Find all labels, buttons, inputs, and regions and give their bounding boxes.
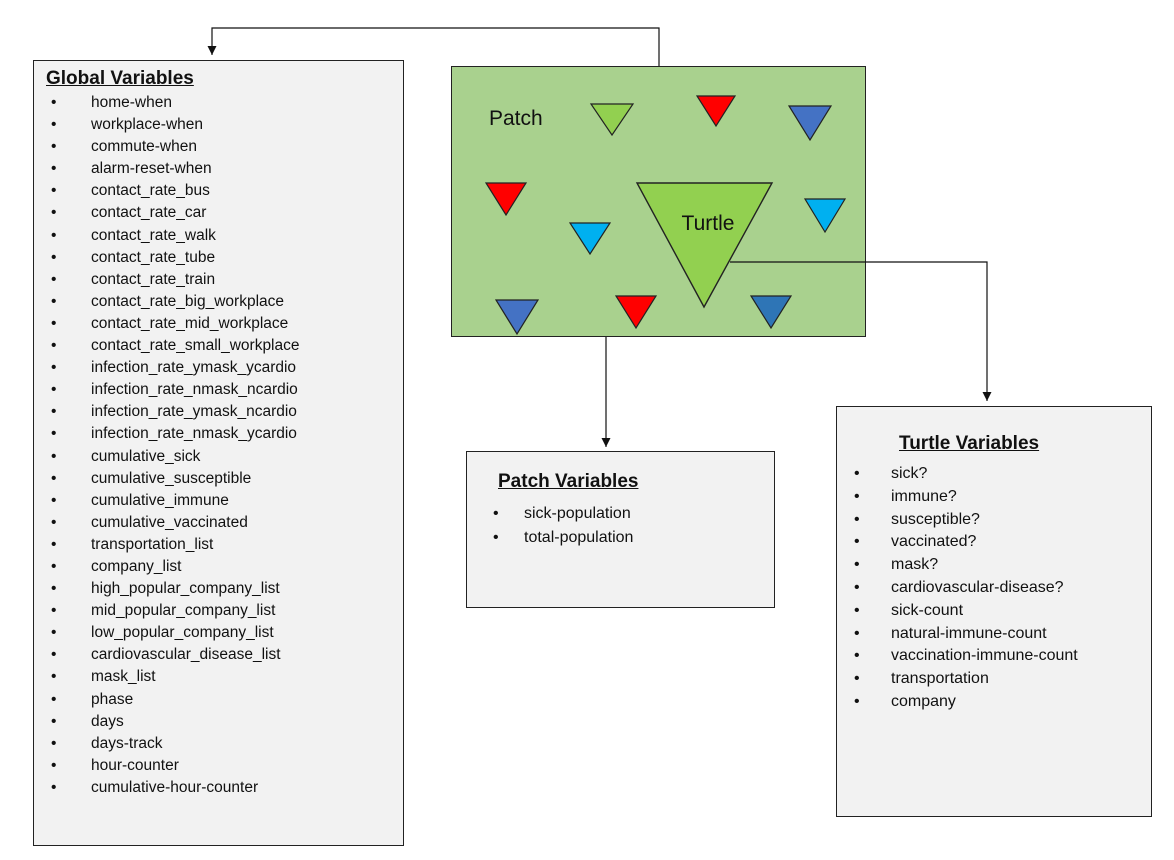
variable-item: contact_rate_small_workplace [43,335,403,357]
large-turtle-shape [635,182,774,309]
variable-item: cardiovascular_disease_list [43,644,403,666]
global-variables-title: Global Variables [46,68,194,89]
variable-item: low_popular_company_list [43,622,403,644]
variable-item: contact_rate_walk [43,225,403,247]
variable-item: contact_rate_big_workplace [43,291,403,313]
variable-item: contact_rate_bus [43,180,403,202]
turtle-icon-blue [494,299,540,336]
variable-item: vaccination-immune-count [847,645,1151,668]
turtle-variables-box: Turtle Variables sick?immune?susceptible… [836,406,1152,817]
variable-item: vaccinated? [847,531,1151,554]
variable-item: total-population [493,526,774,550]
variable-item: commute-when [43,136,403,158]
variable-item: hour-counter [43,755,403,777]
turtle-icon-light-blue [803,198,847,234]
variable-item: sick? [847,463,1151,486]
variable-item: phase [43,689,403,711]
variable-item: high_popular_company_list [43,578,403,600]
turtle-icon-dark-blue [749,295,793,330]
variable-item: contact_rate_tube [43,247,403,269]
variable-item: immune? [847,486,1151,509]
turtle-icon-light-blue [568,222,612,256]
variable-item: sick-count [847,600,1151,623]
variable-item: days-track [43,733,403,755]
variable-item: home-when [43,92,403,114]
turtle-icon-red [695,95,737,128]
variable-item: infection_rate_nmask_ncardio [43,379,403,401]
variable-item: infection_rate_ymask_ycardio [43,357,403,379]
patch-variables-list: sick-populationtotal-population [493,502,774,550]
turtle-icon-red [484,182,528,217]
turtle-variables-list: sick?immune?susceptible?vaccinated?mask?… [847,463,1151,714]
patch-variables-box: Patch Variables sick-populationtotal-pop… [466,451,775,608]
variable-item: cumulative-hour-counter [43,777,403,799]
turtle-icon-green [589,103,635,137]
turtle-label: Turtle [682,212,735,235]
variable-item: natural-immune-count [847,623,1151,646]
variable-item: contact_rate_car [43,202,403,224]
variable-item: contact_rate_train [43,269,403,291]
patch-label: Patch [489,107,543,130]
patch-variables-title: Patch Variables [498,471,639,492]
variable-item: susceptible? [847,509,1151,532]
variable-item: contact_rate_mid_workplace [43,313,403,335]
global-variables-list: home-whenworkplace-whencommute-whenalarm… [43,92,403,799]
variable-item: transportation_list [43,534,403,556]
variable-item: company [847,691,1151,714]
variable-item: infection_rate_nmask_ycardio [43,423,403,445]
variable-item: mask? [847,554,1151,577]
variable-item: mask_list [43,666,403,688]
variable-item: cumulative_immune [43,490,403,512]
turtle-icon-blue [787,105,833,142]
variable-item: cumulative_sick [43,446,403,468]
variable-item: infection_rate_ymask_ncardio [43,401,403,423]
variable-item: company_list [43,556,403,578]
turtle-icon-red [614,295,658,330]
turtle-variables-title: Turtle Variables [899,433,1040,454]
variable-item: mid_popular_company_list [43,600,403,622]
connector-patch-to-global [207,27,660,66]
variable-item: cumulative_vaccinated [43,512,403,534]
variable-item: cardiovascular-disease? [847,577,1151,600]
global-variables-box: Global Variables home-whenworkplace-when… [33,60,404,846]
variable-item: sick-population [493,502,774,526]
variable-item: alarm-reset-when [43,158,403,180]
variable-item: transportation [847,668,1151,691]
variable-item: workplace-when [43,114,403,136]
connector-turtle-to-turtle-variables [730,261,992,401]
variable-item: days [43,711,403,733]
variable-item: cumulative_susceptible [43,468,403,490]
